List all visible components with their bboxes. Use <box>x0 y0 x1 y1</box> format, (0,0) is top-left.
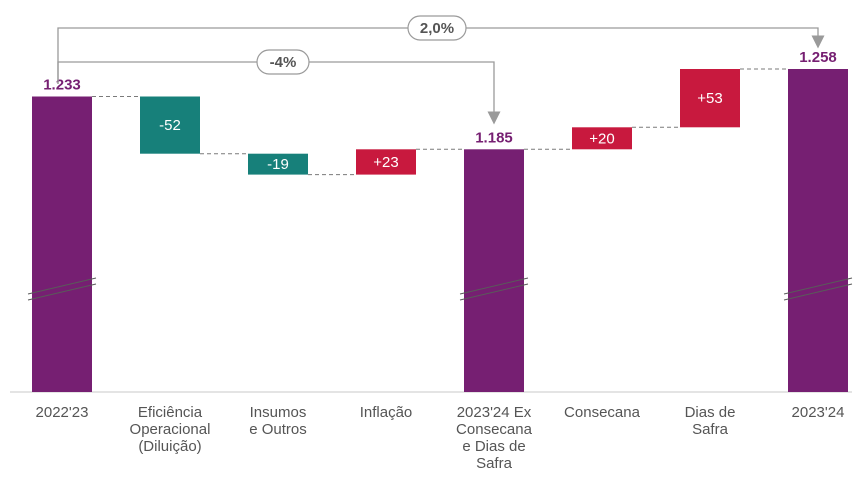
category-label-line: 2023'24 <box>792 404 845 421</box>
category-label-line: Eficiência <box>138 404 203 421</box>
annotation-pill <box>256 49 310 75</box>
category-label: 2022'23 <box>36 404 89 421</box>
category-label-line: 2023'24 Ex <box>457 404 532 421</box>
category-label-line: 2022'23 <box>36 404 89 421</box>
data-label: -52 <box>159 117 181 134</box>
data-label: 1.258 <box>799 49 837 66</box>
data-label: +20 <box>589 130 614 147</box>
category-label-line: Safra <box>476 455 513 472</box>
data-label: 1.233 <box>43 77 81 94</box>
annotation-pill <box>407 15 467 41</box>
category-label-line: Consecana <box>564 404 641 421</box>
category-label-line: Operacional <box>130 421 211 438</box>
axis-break-mark <box>783 283 853 301</box>
bar-5 <box>572 127 632 150</box>
data-label: 1.185 <box>475 129 513 146</box>
category-label-line: Inflação <box>360 404 413 421</box>
annotation-label: 2,0% <box>420 20 454 37</box>
bar-6 <box>680 69 740 128</box>
bar-2 <box>248 153 308 175</box>
data-label: -19 <box>267 156 289 173</box>
category-label-line: Consecana <box>456 421 533 438</box>
data-label: +23 <box>373 154 398 171</box>
axis-break-mark <box>27 277 97 295</box>
category-label-line: Insumos <box>250 404 307 421</box>
category-label: Eficiência Operacional (Diluição) <box>130 404 211 455</box>
annotation-label: -4% <box>270 54 297 71</box>
bar-7 <box>788 69 848 392</box>
axis-break-mark <box>783 277 853 295</box>
category-label: 2023'24 <box>792 404 845 421</box>
category-label: Consecana <box>564 404 641 421</box>
bar-0 <box>32 96 92 392</box>
category-label-line: e Outros <box>249 421 307 438</box>
axis-break-mark <box>459 277 529 295</box>
category-label-line: Dias de <box>685 404 736 421</box>
category-label: Inflação <box>360 404 413 421</box>
category-label: Dias de Safra <box>685 404 736 438</box>
category-label-line: Safra <box>692 421 729 438</box>
axis-break-mark <box>459 283 529 301</box>
category-label: Insumos e Outros <box>249 404 307 438</box>
category-label-line: e Dias de <box>462 438 525 455</box>
data-label: +53 <box>697 90 722 107</box>
category-label: 2023'24 Ex Consecana e Dias de Safra <box>456 404 533 472</box>
bar-4 <box>464 149 524 392</box>
bar-1 <box>140 96 200 154</box>
axis-break-mark <box>27 283 97 301</box>
bar-3 <box>356 149 416 175</box>
category-label-line: (Diluição) <box>138 438 201 455</box>
